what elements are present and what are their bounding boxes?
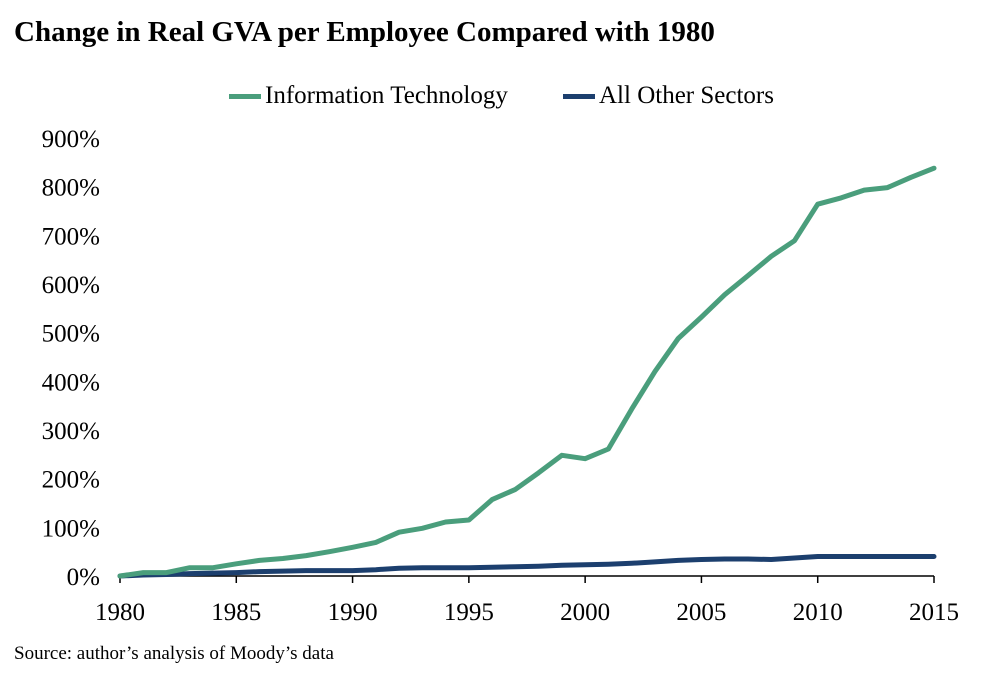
y-tick-label: 500%	[42, 321, 100, 348]
y-tick-label: 900%	[42, 126, 100, 153]
chart-title: Change in Real GVA per Employee Compared…	[14, 16, 715, 48]
y-tick-label: 0%	[67, 564, 100, 591]
y-tick-label: 100%	[42, 515, 100, 542]
x-tick-label: 1990	[328, 599, 378, 626]
x-tick-label: 2005	[676, 599, 726, 626]
legend-item-other: All Other Sectors	[563, 82, 774, 110]
x-tick-label: 1980	[95, 599, 145, 626]
source-note: Source: author’s analysis of Moody’s dat…	[14, 643, 334, 664]
y-tick-label: 400%	[42, 369, 100, 396]
legend-label-it: Information Technology	[265, 82, 508, 109]
x-tick-label: 1995	[444, 599, 494, 626]
x-tick-label: 2000	[560, 599, 610, 626]
legend-swatch-other	[563, 93, 595, 99]
x-tick-label: 2015	[909, 599, 959, 626]
y-tick-label: 200%	[42, 467, 100, 494]
y-tick-label: 800%	[42, 175, 100, 202]
series-line-all-other-sectors	[117, 554, 937, 579]
legend-item-it: Information Technology	[229, 82, 508, 110]
y-tick-label: 300%	[42, 418, 100, 445]
legend-swatch-it	[229, 93, 261, 99]
legend: Information Technology All Other Sectors	[0, 82, 1000, 116]
series-line-information-technology	[117, 165, 937, 579]
y-tick-label: 700%	[42, 223, 100, 250]
x-tick-label: 2010	[793, 599, 843, 626]
legend-label-other: All Other Sectors	[599, 82, 774, 109]
x-tick-label: 1985	[211, 599, 261, 626]
y-tick-label: 600%	[42, 272, 100, 299]
